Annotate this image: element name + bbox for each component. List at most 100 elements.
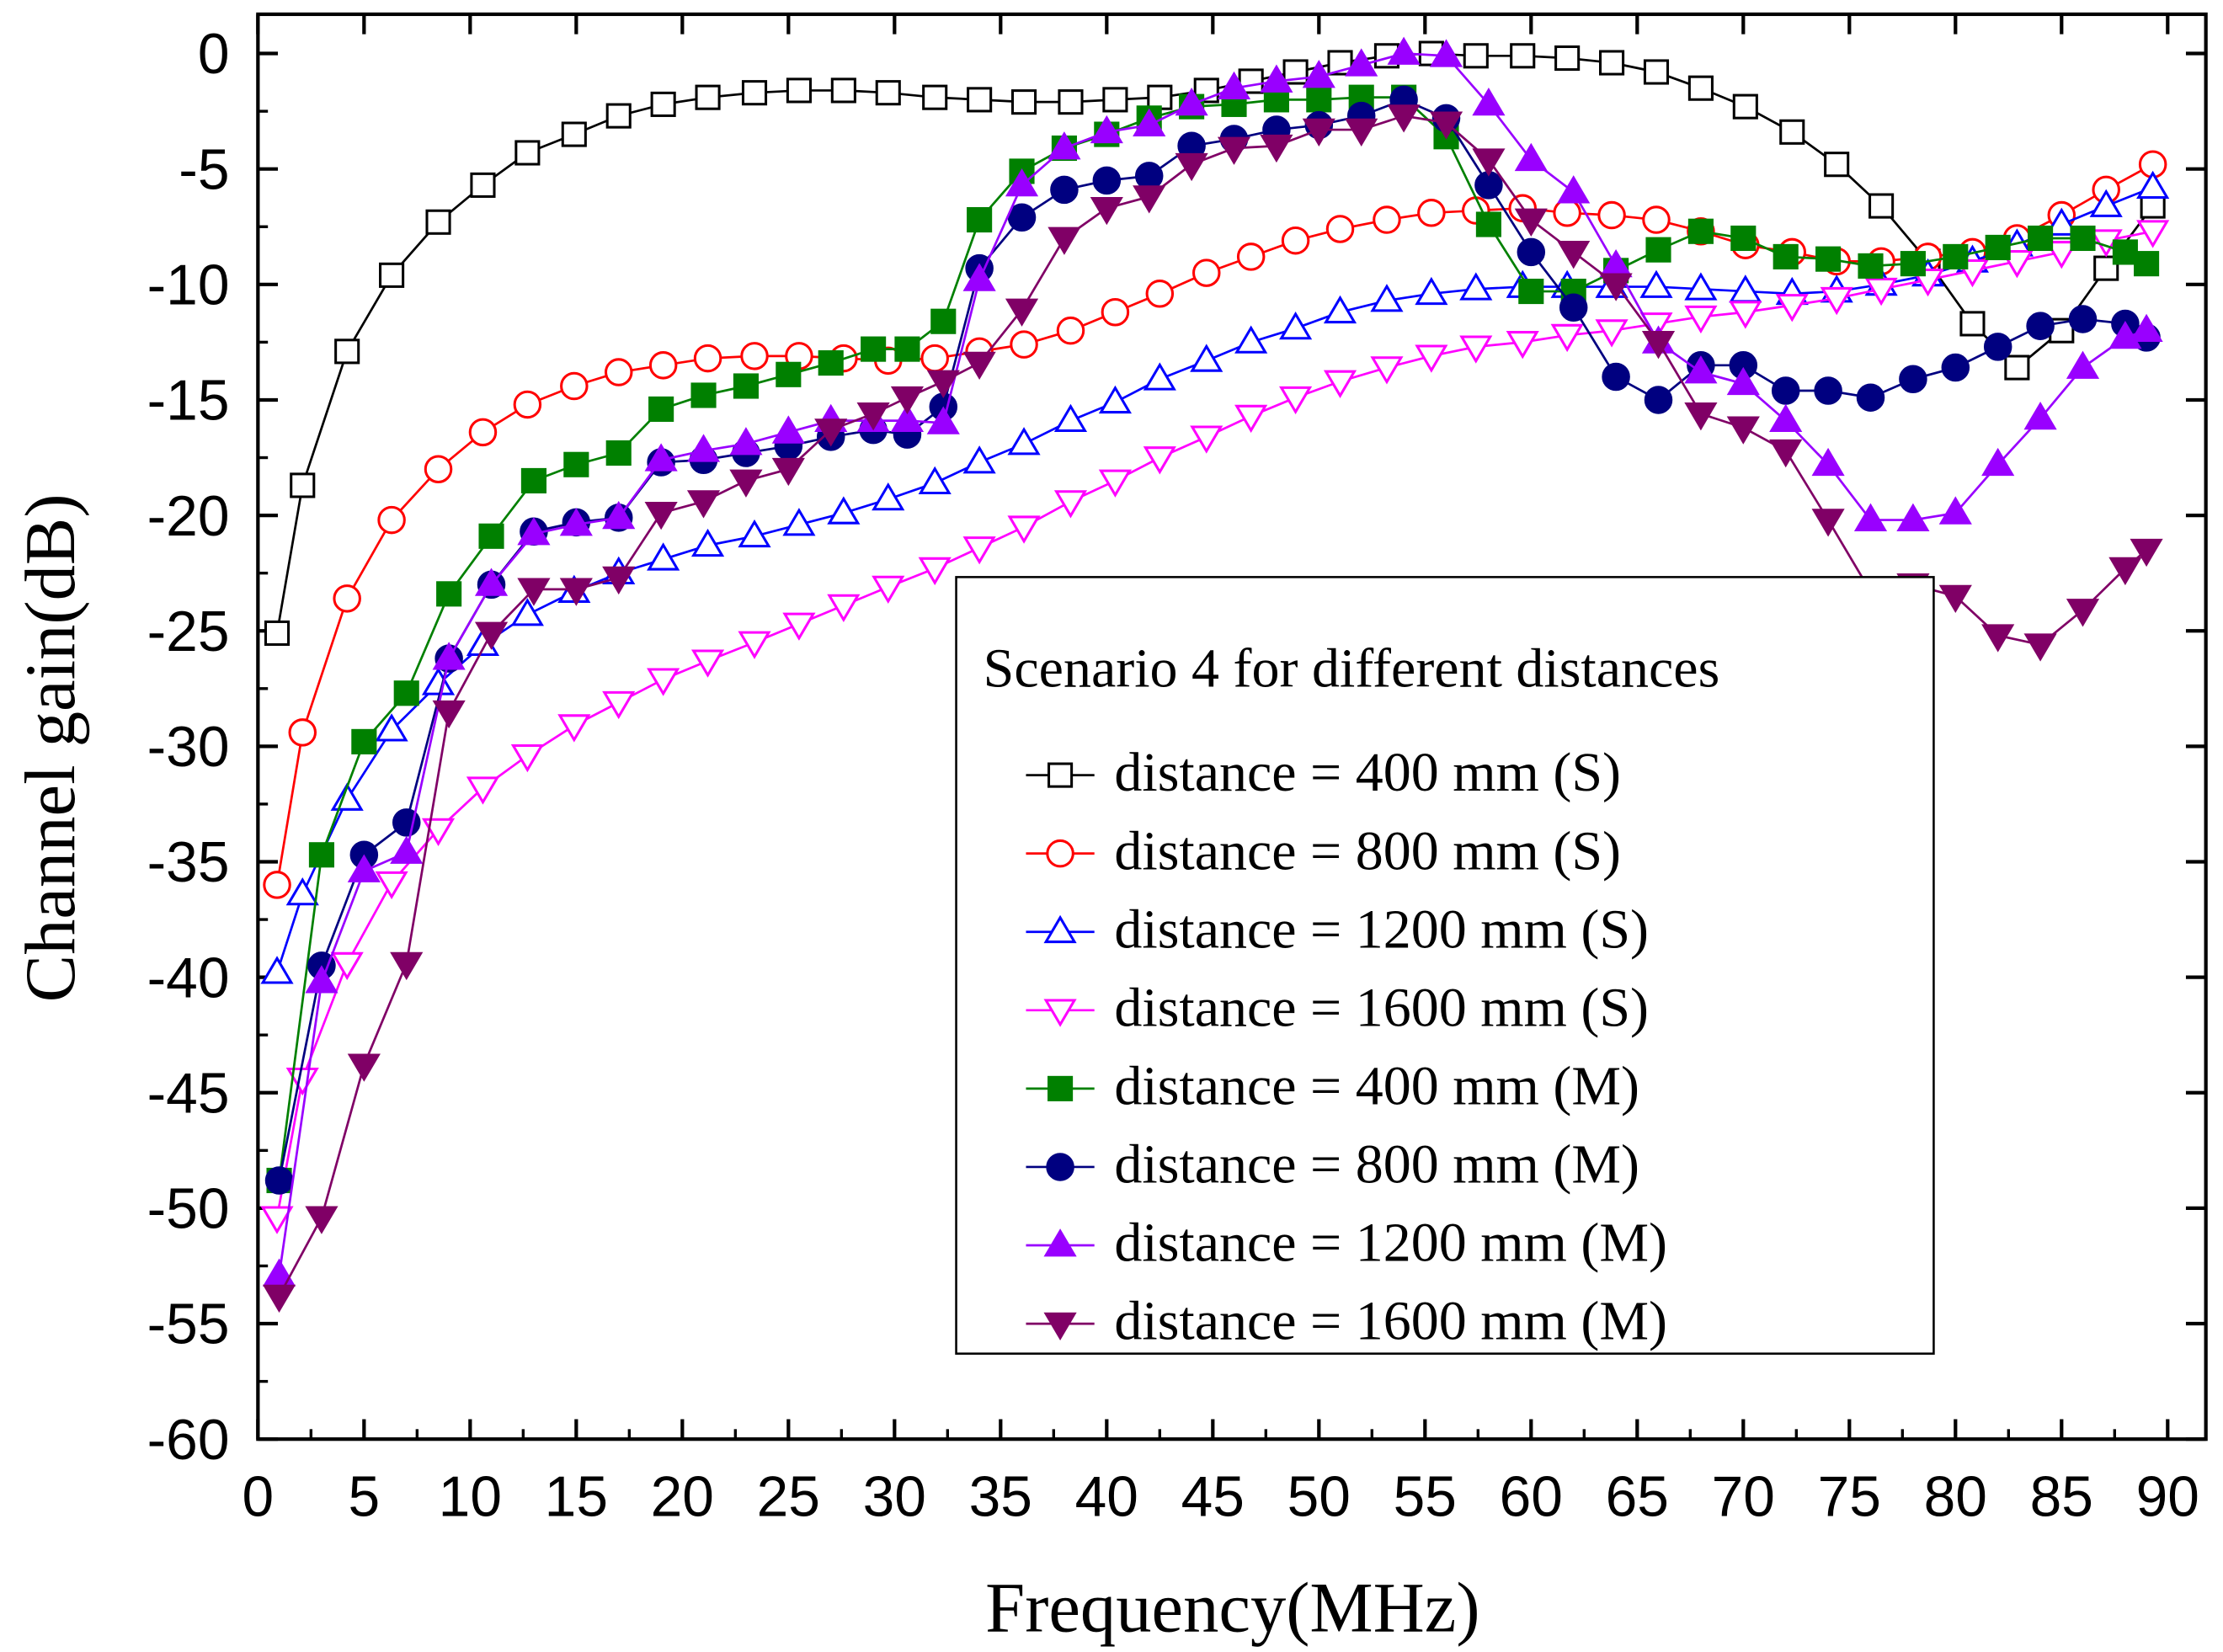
- data-point: [390, 835, 424, 864]
- x-tick-label: 55: [1394, 1466, 1457, 1529]
- data-point: [926, 406, 960, 434]
- x-tick-label: 70: [1712, 1466, 1775, 1529]
- series-line: [278, 96, 2147, 1181]
- data-point: [1005, 298, 1039, 327]
- data-point: [733, 373, 759, 399]
- data-point: [920, 344, 949, 373]
- legend-item: distance = 400 mm (S): [1026, 742, 1621, 803]
- data-point: [738, 631, 771, 659]
- data-point: [1775, 294, 1809, 322]
- data-point: [1983, 333, 2012, 361]
- data-point: [1053, 490, 1088, 519]
- data-point: [1938, 584, 1972, 614]
- data-point: [2028, 225, 2054, 252]
- data-point: [1098, 469, 1132, 498]
- data-point: [740, 342, 769, 370]
- data-point: [1864, 277, 1898, 306]
- data-point: [2066, 350, 2100, 379]
- data-point: [872, 575, 905, 605]
- data-point: [2068, 305, 2098, 333]
- data-point: [510, 743, 544, 773]
- legend-label: distance = 800 mm (M): [1114, 1134, 1639, 1196]
- x-tick-label: 40: [1075, 1466, 1138, 1529]
- data-point: [285, 877, 319, 906]
- data-point: [1090, 196, 1123, 226]
- data-point: [1475, 211, 1501, 237]
- data-point: [474, 621, 509, 650]
- data-point: [1811, 447, 1845, 477]
- data-point: [517, 517, 551, 546]
- legend-label: distance = 800 mm (S): [1114, 820, 1621, 882]
- data-point: [1899, 365, 1927, 394]
- data-point: [1684, 355, 1718, 384]
- x-tick-label: 85: [2030, 1466, 2093, 1529]
- legend-title: Scenario 4 for different distances: [984, 638, 1720, 700]
- data-point: [890, 403, 925, 433]
- data-point: [1729, 274, 1762, 303]
- data-point: [690, 528, 725, 557]
- data-point: [560, 371, 589, 401]
- plot-frame: [256, 12, 2208, 1442]
- data-point: [1147, 84, 1173, 110]
- legend-label: distance = 1200 mm (M): [1114, 1212, 1667, 1274]
- data-point: [432, 642, 466, 670]
- data-point: [1557, 175, 1591, 204]
- data-point: [1056, 316, 1085, 345]
- data-point: [1814, 376, 1842, 405]
- data-point: [1053, 403, 1088, 433]
- data-point: [894, 336, 920, 362]
- y-tick-label: -60: [147, 1409, 230, 1472]
- data-point: [604, 358, 633, 386]
- legend-item: distance = 800 mm (S): [1026, 820, 1621, 882]
- data-point: [1387, 36, 1421, 65]
- data-point: [2089, 189, 2123, 217]
- legend-label: distance = 1200 mm (S): [1114, 898, 1649, 960]
- data-point: [1143, 362, 1176, 391]
- data-point: [776, 361, 802, 387]
- data-point: [563, 451, 589, 477]
- x-axis-title: Frequency(MHz): [985, 1569, 1479, 1648]
- data-point: [1302, 60, 1335, 88]
- data-point: [375, 871, 408, 900]
- data-point: [264, 620, 291, 647]
- data-point: [1175, 87, 1208, 116]
- data-point: [425, 209, 451, 235]
- data-point: [1279, 312, 1313, 340]
- legend-label: distance = 1600 mm (S): [1114, 977, 1649, 1038]
- data-point: [393, 680, 419, 706]
- series-group: [260, 36, 2170, 1314]
- data-point: [379, 262, 405, 288]
- data-point: [330, 951, 364, 981]
- data-point: [305, 965, 339, 994]
- data-point: [1260, 134, 1293, 163]
- legend-label: distance = 1600 mm (M): [1114, 1291, 1667, 1352]
- data-point: [1959, 311, 1986, 337]
- x-tick-label: 90: [2136, 1466, 2199, 1529]
- data-point: [466, 776, 500, 805]
- data-point: [602, 566, 636, 595]
- legend-item: distance = 1600 mm (M): [1026, 1291, 1667, 1352]
- data-point: [1323, 295, 1357, 324]
- legend-item: distance = 800 mm (M): [1026, 1134, 1639, 1196]
- data-point: [1463, 43, 1489, 69]
- legend-marker: [1046, 1153, 1074, 1181]
- data-point: [648, 396, 674, 422]
- data-point: [1820, 286, 1853, 316]
- data-point: [1281, 226, 1310, 255]
- data-point: [347, 854, 381, 882]
- data-point: [1514, 142, 1548, 172]
- series-line: [278, 52, 2147, 1276]
- data-point: [308, 842, 334, 868]
- data-point: [962, 445, 996, 474]
- data-point: [922, 84, 948, 110]
- data-point: [1323, 370, 1357, 398]
- data-point: [1687, 75, 1714, 101]
- data-point: [1472, 87, 1506, 116]
- legend-label: distance = 400 mm (M): [1114, 1055, 1639, 1116]
- data-point: [1645, 237, 1671, 263]
- data-point: [1010, 330, 1038, 359]
- x-tick-label: 80: [1924, 1466, 1987, 1529]
- data-point: [967, 87, 993, 113]
- data-point: [2044, 241, 2078, 269]
